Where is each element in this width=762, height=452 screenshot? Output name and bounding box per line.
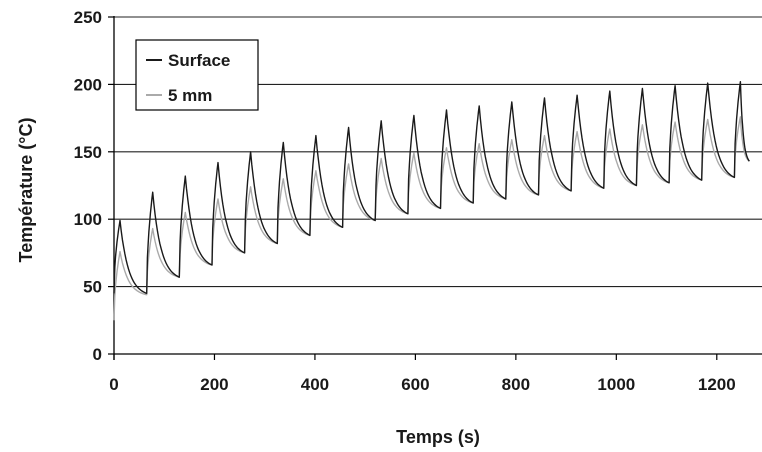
x-tick-label: 0 [109, 375, 118, 394]
legend-label-5mm: 5 mm [168, 86, 212, 105]
x-tick-label: 200 [200, 375, 228, 394]
y-axis-label: Température (°C) [16, 118, 36, 263]
legend-label-surface: Surface [168, 51, 230, 70]
y-tick-label: 150 [74, 143, 102, 162]
x-tick-labels: 0 200 400 600 800 1000 1200 [109, 354, 736, 394]
y-tick-labels: 0 50 100 150 200 250 [74, 8, 114, 364]
series-lines [113, 81, 750, 321]
x-tick-label: 400 [301, 375, 329, 394]
y-tick-label: 200 [74, 75, 102, 94]
x-axis-label: Temps (s) [396, 427, 480, 447]
x-tick-label: 1200 [698, 375, 736, 394]
legend-box [135, 39, 259, 111]
x-tick-label: 800 [502, 375, 530, 394]
x-tick-label: 1000 [597, 375, 635, 394]
y-tick-label: 250 [74, 8, 102, 27]
series-line-5mm [113, 116, 750, 321]
legend: Surface 5 mm [135, 39, 259, 111]
x-tick-label: 600 [401, 375, 429, 394]
y-tick-label: 0 [93, 345, 102, 364]
y-tick-label: 50 [83, 278, 102, 297]
series-line-surface [113, 81, 750, 294]
y-tick-label: 100 [74, 210, 102, 229]
